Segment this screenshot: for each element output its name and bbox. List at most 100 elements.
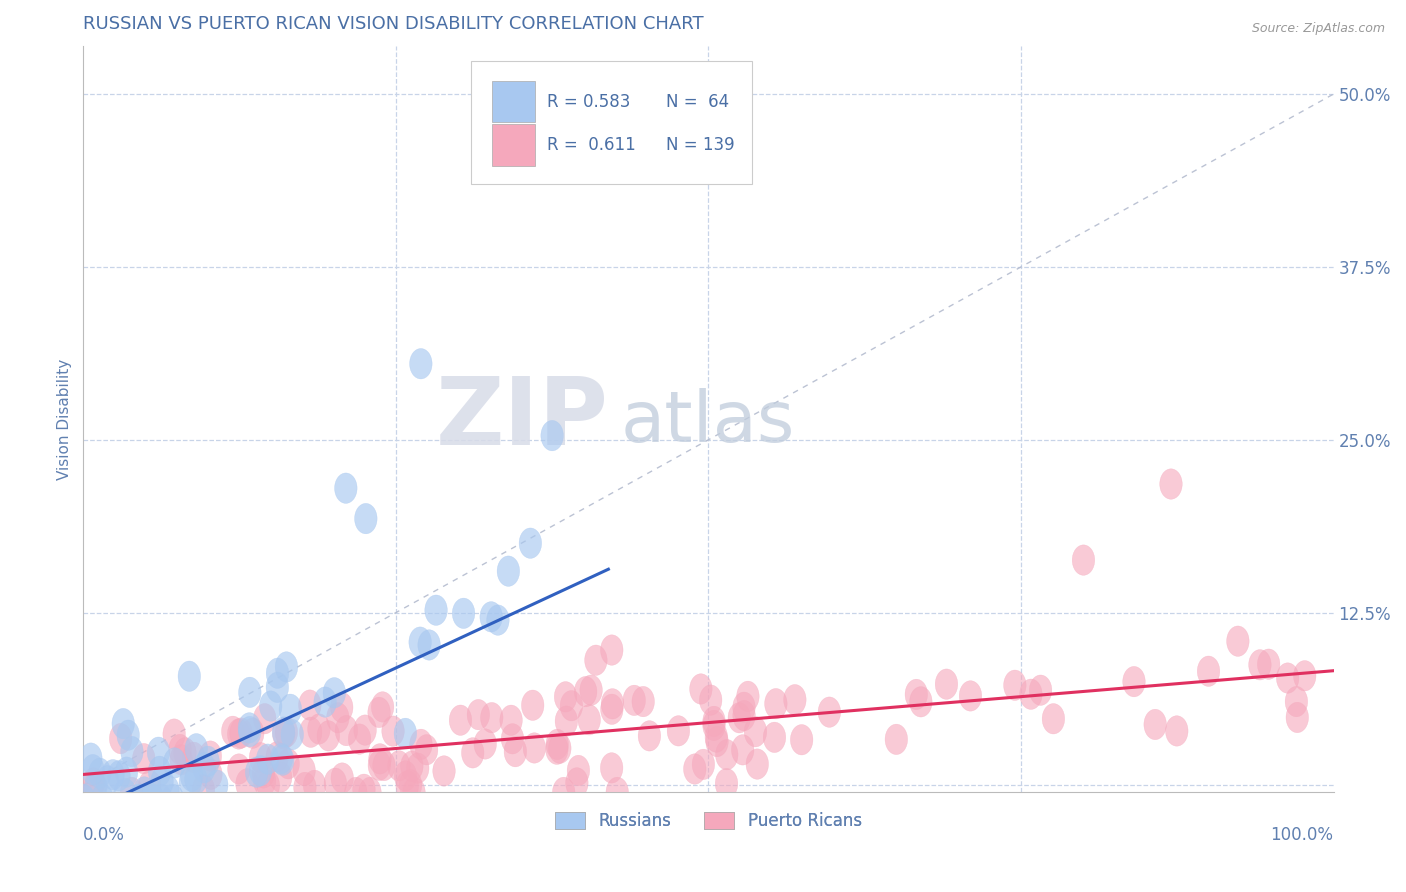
Ellipse shape bbox=[631, 686, 654, 717]
Ellipse shape bbox=[292, 756, 315, 786]
Ellipse shape bbox=[242, 718, 264, 748]
Ellipse shape bbox=[89, 758, 111, 789]
Ellipse shape bbox=[349, 724, 371, 755]
Ellipse shape bbox=[323, 768, 346, 798]
Ellipse shape bbox=[433, 756, 456, 786]
Ellipse shape bbox=[606, 777, 628, 807]
Ellipse shape bbox=[402, 777, 425, 807]
Ellipse shape bbox=[409, 627, 432, 657]
Ellipse shape bbox=[790, 724, 813, 755]
Ellipse shape bbox=[519, 528, 541, 558]
Ellipse shape bbox=[1198, 656, 1220, 687]
Ellipse shape bbox=[763, 723, 786, 753]
Ellipse shape bbox=[394, 718, 416, 748]
Ellipse shape bbox=[523, 732, 546, 764]
Ellipse shape bbox=[1285, 686, 1308, 717]
Ellipse shape bbox=[134, 777, 156, 807]
Ellipse shape bbox=[246, 757, 269, 788]
Ellipse shape bbox=[200, 759, 222, 789]
Ellipse shape bbox=[91, 784, 114, 814]
Ellipse shape bbox=[1286, 702, 1309, 732]
Ellipse shape bbox=[200, 741, 222, 772]
Ellipse shape bbox=[425, 595, 447, 625]
Ellipse shape bbox=[117, 720, 139, 750]
Ellipse shape bbox=[84, 772, 107, 802]
Ellipse shape bbox=[505, 737, 527, 767]
Ellipse shape bbox=[335, 473, 357, 503]
Ellipse shape bbox=[600, 753, 623, 783]
Ellipse shape bbox=[115, 757, 138, 788]
Ellipse shape bbox=[252, 757, 274, 789]
Ellipse shape bbox=[141, 784, 163, 814]
Ellipse shape bbox=[1029, 675, 1052, 706]
Ellipse shape bbox=[479, 601, 502, 632]
Text: atlas: atlas bbox=[621, 388, 796, 458]
Ellipse shape bbox=[546, 734, 568, 764]
Ellipse shape bbox=[108, 761, 131, 791]
Ellipse shape bbox=[128, 784, 150, 814]
Ellipse shape bbox=[373, 750, 395, 780]
Ellipse shape bbox=[1160, 469, 1182, 500]
Ellipse shape bbox=[270, 743, 292, 774]
Ellipse shape bbox=[747, 749, 769, 780]
Ellipse shape bbox=[704, 722, 727, 752]
Ellipse shape bbox=[368, 750, 391, 780]
Ellipse shape bbox=[273, 717, 295, 747]
Ellipse shape bbox=[467, 699, 489, 730]
Ellipse shape bbox=[683, 754, 706, 784]
Ellipse shape bbox=[554, 681, 576, 712]
Ellipse shape bbox=[330, 692, 353, 723]
Ellipse shape bbox=[276, 717, 298, 747]
Ellipse shape bbox=[193, 753, 215, 783]
Ellipse shape bbox=[253, 765, 276, 796]
Ellipse shape bbox=[731, 735, 754, 765]
Ellipse shape bbox=[1004, 670, 1026, 700]
Ellipse shape bbox=[1019, 679, 1042, 709]
Ellipse shape bbox=[110, 723, 132, 754]
Ellipse shape bbox=[578, 705, 600, 735]
Ellipse shape bbox=[1042, 704, 1064, 734]
Ellipse shape bbox=[935, 669, 957, 699]
Ellipse shape bbox=[121, 777, 143, 807]
Ellipse shape bbox=[354, 503, 377, 533]
Ellipse shape bbox=[703, 710, 725, 740]
Ellipse shape bbox=[139, 771, 162, 801]
Ellipse shape bbox=[72, 784, 94, 814]
Ellipse shape bbox=[555, 706, 578, 736]
Ellipse shape bbox=[765, 689, 787, 719]
Ellipse shape bbox=[959, 681, 981, 711]
Ellipse shape bbox=[1073, 545, 1095, 575]
Ellipse shape bbox=[522, 690, 544, 721]
Text: RUSSIAN VS PUERTO RICAN VISION DISABILITY CORRELATION CHART: RUSSIAN VS PUERTO RICAN VISION DISABILIT… bbox=[83, 15, 704, 33]
Ellipse shape bbox=[179, 767, 201, 797]
Ellipse shape bbox=[602, 689, 624, 719]
Ellipse shape bbox=[716, 768, 738, 799]
Ellipse shape bbox=[84, 772, 107, 803]
Ellipse shape bbox=[148, 756, 170, 787]
Ellipse shape bbox=[1277, 663, 1299, 693]
Ellipse shape bbox=[638, 721, 661, 751]
Ellipse shape bbox=[239, 677, 262, 707]
Ellipse shape bbox=[501, 723, 524, 754]
Ellipse shape bbox=[132, 743, 155, 774]
Ellipse shape bbox=[905, 679, 928, 710]
Ellipse shape bbox=[228, 719, 250, 749]
Ellipse shape bbox=[728, 703, 751, 733]
Ellipse shape bbox=[359, 777, 381, 807]
Text: N = 139: N = 139 bbox=[666, 136, 734, 154]
Ellipse shape bbox=[344, 777, 367, 807]
Ellipse shape bbox=[271, 745, 294, 775]
Ellipse shape bbox=[388, 750, 411, 781]
Ellipse shape bbox=[353, 774, 375, 805]
Ellipse shape bbox=[575, 676, 598, 706]
Ellipse shape bbox=[415, 734, 437, 765]
Ellipse shape bbox=[121, 737, 143, 767]
Ellipse shape bbox=[481, 702, 503, 733]
Ellipse shape bbox=[699, 685, 721, 715]
Ellipse shape bbox=[80, 743, 103, 773]
Ellipse shape bbox=[1123, 666, 1146, 697]
Ellipse shape bbox=[266, 741, 288, 772]
Ellipse shape bbox=[299, 717, 322, 747]
Ellipse shape bbox=[396, 771, 419, 801]
Ellipse shape bbox=[96, 765, 118, 796]
